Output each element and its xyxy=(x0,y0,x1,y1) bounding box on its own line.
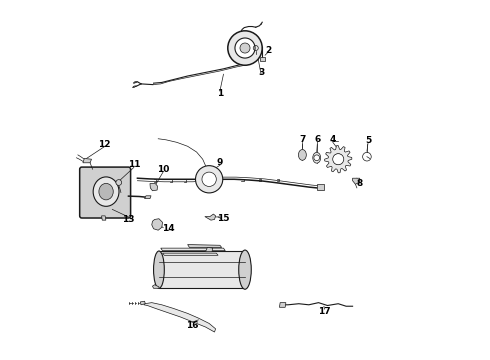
Polygon shape xyxy=(133,82,137,83)
Polygon shape xyxy=(150,184,157,191)
Polygon shape xyxy=(188,244,221,247)
Text: 9: 9 xyxy=(217,158,223,167)
Polygon shape xyxy=(132,86,137,87)
Ellipse shape xyxy=(239,250,251,289)
Text: 15: 15 xyxy=(217,214,230,223)
Polygon shape xyxy=(144,303,216,332)
Text: 2: 2 xyxy=(265,46,271,55)
Circle shape xyxy=(116,180,122,185)
Ellipse shape xyxy=(298,149,306,160)
Text: 7: 7 xyxy=(299,135,306,144)
Polygon shape xyxy=(163,253,218,255)
Polygon shape xyxy=(317,184,324,190)
Ellipse shape xyxy=(153,251,164,288)
Text: 10: 10 xyxy=(157,165,170,174)
Text: 11: 11 xyxy=(127,161,140,170)
Polygon shape xyxy=(324,145,352,173)
FancyBboxPatch shape xyxy=(80,167,131,218)
Ellipse shape xyxy=(313,152,320,163)
Polygon shape xyxy=(140,301,146,305)
Polygon shape xyxy=(205,247,213,252)
Polygon shape xyxy=(101,216,106,220)
Polygon shape xyxy=(159,251,245,288)
Text: 13: 13 xyxy=(122,215,135,224)
Polygon shape xyxy=(145,196,151,199)
Text: 1: 1 xyxy=(217,89,223,98)
Circle shape xyxy=(202,172,216,186)
Polygon shape xyxy=(152,219,163,230)
Text: 16: 16 xyxy=(186,321,198,330)
Text: 4: 4 xyxy=(330,135,336,144)
Polygon shape xyxy=(161,248,225,251)
Ellipse shape xyxy=(99,183,113,200)
Circle shape xyxy=(314,155,319,161)
Ellipse shape xyxy=(330,150,347,168)
Text: 14: 14 xyxy=(162,224,174,233)
Polygon shape xyxy=(260,57,265,61)
Circle shape xyxy=(240,43,250,53)
Polygon shape xyxy=(279,303,286,307)
Polygon shape xyxy=(205,214,216,220)
Polygon shape xyxy=(152,285,159,288)
Ellipse shape xyxy=(93,177,119,206)
Text: 8: 8 xyxy=(357,179,363,188)
Text: 5: 5 xyxy=(365,136,371,145)
Polygon shape xyxy=(353,178,360,184)
Circle shape xyxy=(235,38,255,58)
Text: 6: 6 xyxy=(314,135,320,144)
Text: 12: 12 xyxy=(98,140,111,149)
Text: 3: 3 xyxy=(258,68,264,77)
Circle shape xyxy=(228,31,262,65)
Circle shape xyxy=(333,154,344,165)
Circle shape xyxy=(196,166,223,193)
Text: 17: 17 xyxy=(318,307,331,316)
Polygon shape xyxy=(83,158,92,163)
Ellipse shape xyxy=(333,154,343,165)
